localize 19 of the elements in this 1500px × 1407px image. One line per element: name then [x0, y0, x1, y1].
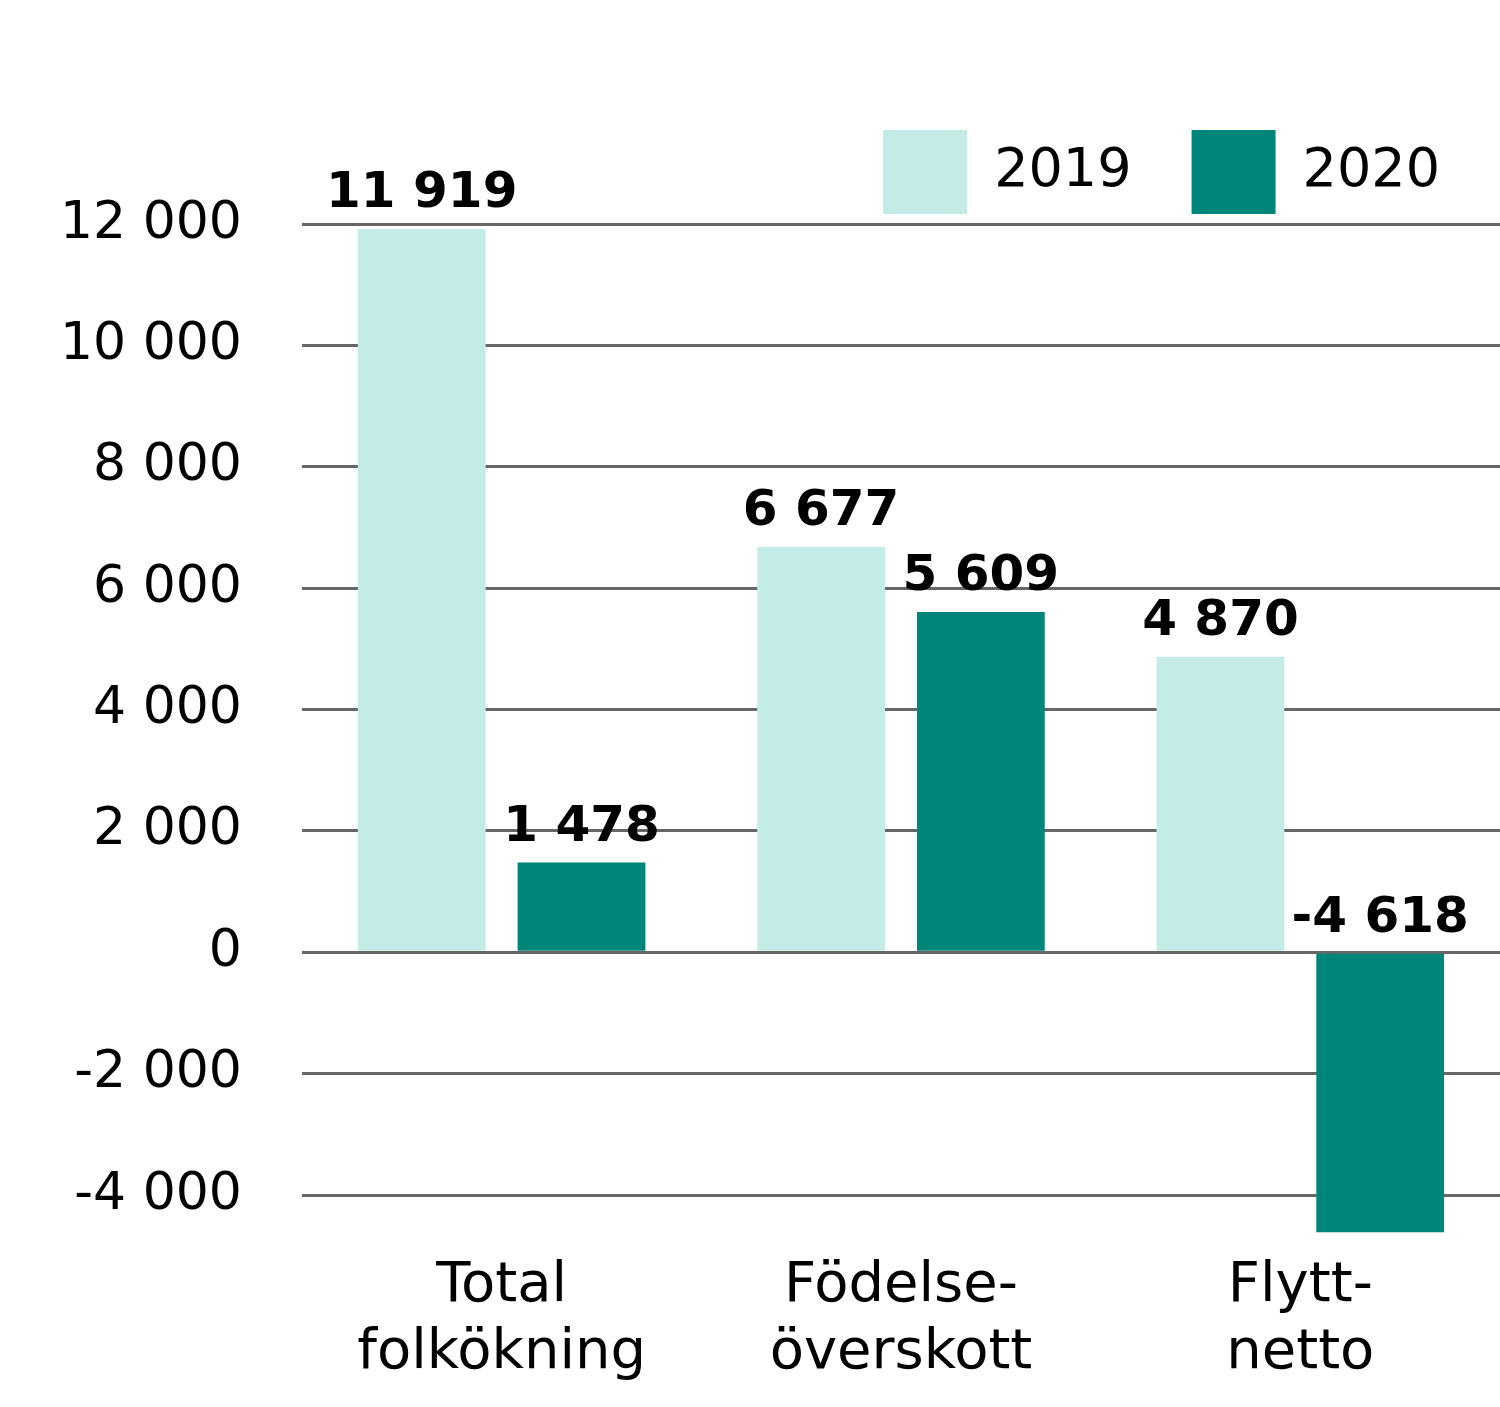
x-tick-label: Total folkökning [357, 1248, 646, 1381]
x-tick-label: Födelse-överskott [769, 1248, 1033, 1381]
y-tick-label: -2 000 [74, 1039, 242, 1100]
data-label: 6 677 [742, 479, 900, 538]
data-label: 5 609 [902, 543, 1060, 602]
legend-label: 2019 [994, 136, 1132, 200]
data-label: -4 618 [1291, 885, 1469, 944]
y-tick-label: 8 000 [93, 432, 242, 493]
y-tick-label: -4 000 [74, 1160, 242, 1221]
y-tick-label: 2 000 [93, 796, 242, 857]
data-label: 11 919 [326, 160, 518, 219]
y-tick-label: 0 [208, 917, 242, 978]
y-tick-label: 10 000 [60, 310, 242, 371]
data-label: 4 870 [1142, 588, 1299, 647]
legend-label: 2020 [1302, 136, 1441, 200]
x-tick-label: Flytt-netto [1226, 1248, 1375, 1381]
y-tick-label: 4 000 [93, 675, 242, 736]
y-tick-label: 6 000 [93, 553, 242, 614]
y-tick-label: 12 000 [60, 189, 242, 250]
